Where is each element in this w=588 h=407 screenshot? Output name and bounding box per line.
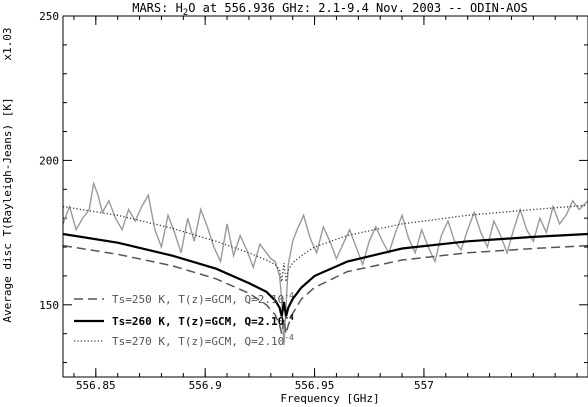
y-axis-label: Average disc T(Rayleigh-Jeans) [K] [1, 97, 14, 322]
plot-area [62, 180, 588, 346]
x-tick-label: 556.9 [189, 379, 222, 392]
x-tick-label: 556.95 [295, 379, 335, 392]
legend-label: Ts=260 K, T(z)=GCM, Q=2.10-4 [112, 313, 294, 328]
y-tick-label: 150 [39, 299, 59, 312]
y-tick-label: 200 [39, 154, 59, 167]
axis-ticks: 556.85 556.9 556.95 557 150 200 250 [39, 10, 588, 392]
chart-title-main: MARS: H [132, 1, 183, 15]
observed-spectrum-line [62, 180, 588, 346]
legend-label-exponent: -4 [284, 333, 294, 342]
scale-note: x1.03 [1, 27, 14, 60]
legend-label-text: Ts=260 K, T(z)=GCM, Q=2.10 [112, 315, 284, 328]
chart-title-subscript: 2 [183, 8, 188, 18]
legend-label-text: Ts=250 K, T(z)=GCM, Q=2.10 [112, 293, 284, 306]
x-tick-label: 557 [414, 379, 434, 392]
legend: Ts=250 K, T(z)=GCM, Q=2.10-4Ts=260 K, T(… [74, 291, 294, 348]
x-tick-label: 556.85 [76, 379, 116, 392]
legend-label-text: Ts=270 K, T(z)=GCM, Q=2.10 [112, 335, 284, 348]
legend-label: Ts=270 K, T(z)=GCM, Q=2.10-4 [112, 333, 294, 348]
x-axis-label: Frequency [GHz] [280, 392, 379, 405]
chart-title-rest: O at 556.936 GHz: 2.1-9.4 Nov. 2003 -- O… [188, 1, 528, 15]
legend-label-exponent: -4 [284, 291, 294, 300]
model-series-line-dashed [62, 244, 588, 334]
plot-frame [62, 15, 588, 378]
legend-label-exponent: -4 [284, 313, 294, 322]
y-tick-label: 250 [39, 10, 59, 23]
legend-label: Ts=250 K, T(z)=GCM, Q=2.10-4 [112, 291, 294, 306]
chart-title: MARS: H2O at 556.936 GHz: 2.1-9.4 Nov. 2… [132, 1, 528, 18]
model-series-line-solid [62, 232, 588, 317]
